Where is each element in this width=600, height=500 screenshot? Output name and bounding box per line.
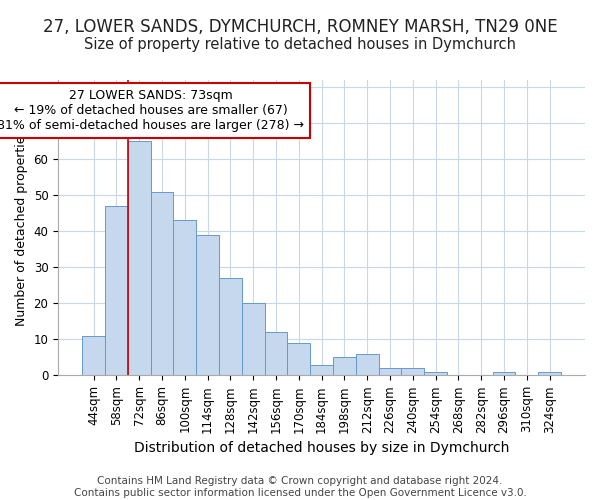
Bar	[424, 372, 447, 376]
Bar	[242, 304, 265, 376]
Bar	[538, 372, 561, 376]
Bar	[379, 368, 401, 376]
Bar	[356, 354, 379, 376]
Bar	[493, 372, 515, 376]
Bar	[401, 368, 424, 376]
Bar	[265, 332, 287, 376]
Bar	[310, 364, 333, 376]
Bar	[105, 206, 128, 376]
Bar	[82, 336, 105, 376]
Text: 27 LOWER SANDS: 73sqm
← 19% of detached houses are smaller (67)
81% of semi-deta: 27 LOWER SANDS: 73sqm ← 19% of detached …	[0, 89, 304, 132]
Bar	[173, 220, 196, 376]
Y-axis label: Number of detached properties: Number of detached properties	[15, 129, 28, 326]
Text: Size of property relative to detached houses in Dymchurch: Size of property relative to detached ho…	[84, 38, 516, 52]
Bar	[128, 141, 151, 376]
Bar	[287, 343, 310, 376]
X-axis label: Distribution of detached houses by size in Dymchurch: Distribution of detached houses by size …	[134, 441, 509, 455]
Bar	[333, 358, 356, 376]
Text: 27, LOWER SANDS, DYMCHURCH, ROMNEY MARSH, TN29 0NE: 27, LOWER SANDS, DYMCHURCH, ROMNEY MARSH…	[43, 18, 557, 36]
Bar	[151, 192, 173, 376]
Bar	[196, 235, 219, 376]
Text: Contains HM Land Registry data © Crown copyright and database right 2024.
Contai: Contains HM Land Registry data © Crown c…	[74, 476, 526, 498]
Bar	[219, 278, 242, 376]
